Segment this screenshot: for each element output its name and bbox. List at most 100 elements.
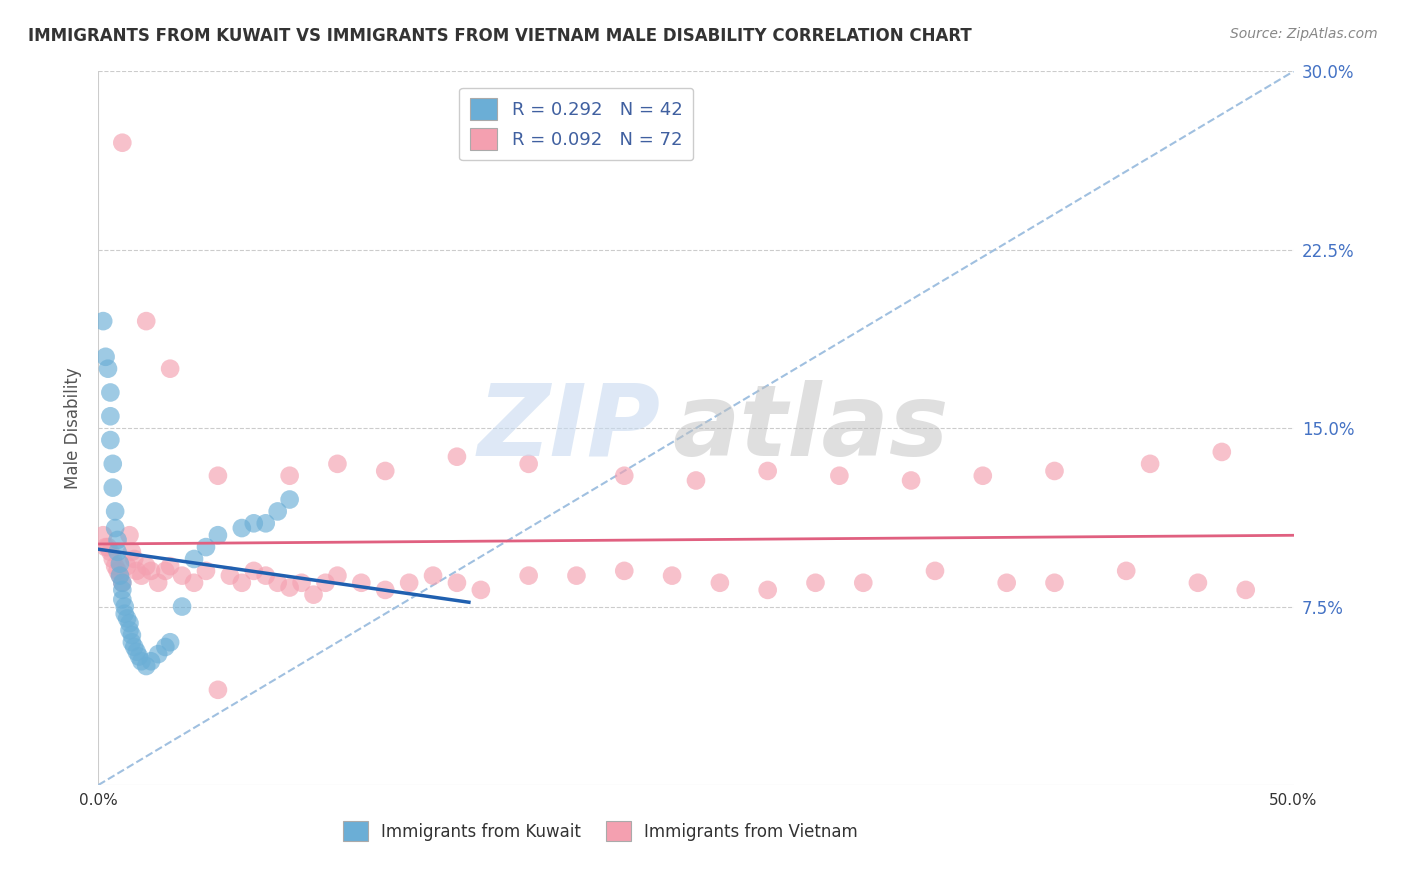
Point — [565, 568, 588, 582]
Point — [350, 575, 373, 590]
Point — [900, 474, 922, 488]
Point — [128, 649, 150, 664]
Text: IMMIGRANTS FROM KUWAIT VS IMMIGRANTS FROM VIETNAM MALE DISABILITY CORRELATION CH: IMMIGRANTS FROM KUWAIT VS IMMIGRANTS FRO… — [28, 27, 972, 45]
Point — [111, 136, 134, 150]
Point — [97, 540, 120, 554]
Point — [125, 645, 148, 659]
Point — [207, 528, 229, 542]
Point — [148, 647, 170, 661]
Point — [243, 564, 266, 578]
Point — [131, 654, 153, 668]
Point — [756, 582, 779, 597]
Point — [278, 492, 301, 507]
Point — [107, 533, 129, 547]
Point — [243, 516, 266, 531]
Point — [94, 540, 117, 554]
Point — [291, 575, 314, 590]
Point — [118, 616, 141, 631]
Point — [326, 568, 349, 582]
Point — [219, 568, 242, 582]
Point — [470, 582, 492, 597]
Point — [1139, 457, 1161, 471]
Point — [104, 559, 127, 574]
Point — [804, 575, 827, 590]
Point — [207, 468, 229, 483]
Point — [108, 568, 131, 582]
Point — [159, 361, 181, 376]
Point — [326, 457, 349, 471]
Point — [446, 575, 468, 590]
Point — [756, 464, 779, 478]
Point — [155, 640, 177, 654]
Point — [195, 564, 218, 578]
Point — [91, 314, 114, 328]
Point — [972, 468, 994, 483]
Point — [315, 575, 337, 590]
Point — [125, 564, 148, 578]
Legend: Immigrants from Kuwait, Immigrants from Vietnam: Immigrants from Kuwait, Immigrants from … — [336, 814, 865, 848]
Point — [139, 654, 162, 668]
Point — [183, 575, 205, 590]
Point — [121, 545, 143, 559]
Point — [114, 607, 136, 621]
Point — [613, 564, 636, 578]
Point — [398, 575, 420, 590]
Point — [374, 582, 396, 597]
Point — [1187, 575, 1209, 590]
Point — [517, 568, 540, 582]
Point — [159, 635, 181, 649]
Point — [98, 409, 122, 424]
Point — [231, 521, 253, 535]
Point — [107, 545, 129, 559]
Point — [135, 659, 157, 673]
Point — [446, 450, 468, 464]
Point — [1043, 464, 1066, 478]
Point — [828, 468, 851, 483]
Point — [302, 588, 325, 602]
Point — [148, 575, 170, 590]
Point — [101, 481, 124, 495]
Point — [278, 581, 301, 595]
Point — [267, 504, 290, 518]
Text: ZIP: ZIP — [477, 380, 661, 476]
Point — [94, 350, 117, 364]
Point — [101, 552, 124, 566]
Point — [91, 528, 114, 542]
Point — [1115, 564, 1137, 578]
Point — [101, 457, 124, 471]
Point — [111, 575, 134, 590]
Point — [115, 611, 138, 625]
Point — [108, 568, 131, 582]
Point — [118, 624, 141, 638]
Point — [124, 640, 146, 654]
Point — [517, 457, 540, 471]
Point — [709, 575, 731, 590]
Point — [114, 599, 136, 614]
Point — [108, 557, 131, 571]
Point — [195, 540, 218, 554]
Point — [107, 564, 129, 578]
Point — [231, 575, 253, 590]
Point — [1234, 582, 1257, 597]
Point — [267, 575, 290, 590]
Point — [995, 575, 1018, 590]
Point — [111, 592, 134, 607]
Point — [121, 635, 143, 649]
Point — [172, 599, 194, 614]
Point — [172, 568, 194, 582]
Point — [613, 468, 636, 483]
Point — [183, 552, 205, 566]
Point — [155, 564, 177, 578]
Point — [374, 464, 396, 478]
Point — [139, 564, 162, 578]
Point — [98, 385, 122, 400]
Point — [207, 682, 229, 697]
Point — [121, 628, 143, 642]
Text: atlas: atlas — [672, 380, 949, 476]
Point — [111, 575, 134, 590]
Point — [131, 568, 153, 582]
Y-axis label: Male Disability: Male Disability — [65, 368, 83, 489]
Point — [254, 568, 277, 582]
Point — [98, 545, 122, 559]
Point — [924, 564, 946, 578]
